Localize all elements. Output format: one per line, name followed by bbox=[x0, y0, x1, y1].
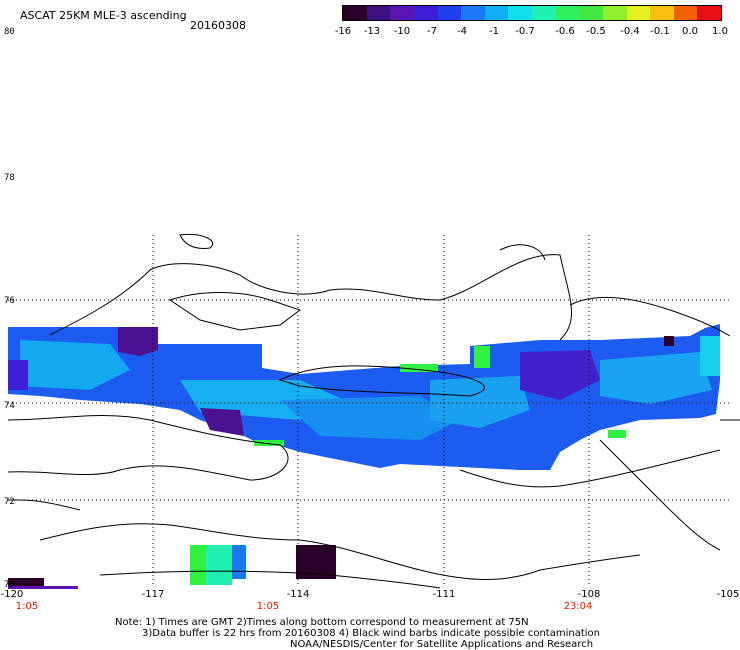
coastlines bbox=[7, 233, 740, 589]
colorbar-segment bbox=[626, 6, 651, 20]
colorbar-segment bbox=[343, 6, 367, 20]
note-line-2: 3)Data buffer is 22 hrs from 20160308 4)… bbox=[142, 628, 600, 639]
colorbar-tick-label: -0.7 bbox=[515, 26, 535, 37]
colorbar-segment bbox=[390, 6, 414, 20]
colorbar-segment bbox=[461, 6, 485, 20]
colorbar-tick-label: 0.0 bbox=[682, 26, 698, 37]
latitude-label: 70 bbox=[4, 580, 15, 590]
lat-lon-grid bbox=[8, 235, 732, 586]
colorbar-segment bbox=[413, 6, 438, 20]
colorbar-segment bbox=[532, 6, 556, 20]
longitude-label: -120 bbox=[0, 589, 24, 600]
colorbar-tick-label: -7 bbox=[427, 26, 437, 37]
colorbar-tick-label: -1 bbox=[489, 26, 499, 37]
longitude-label: -105 bbox=[716, 589, 740, 600]
colorbar-segment bbox=[484, 6, 509, 20]
longitude-label: -111 bbox=[432, 589, 456, 600]
longitude-label: -108 bbox=[577, 589, 601, 600]
colorbar-tick-label: -13 bbox=[363, 26, 381, 37]
colorbar-segment bbox=[437, 6, 462, 20]
colorbar-segment bbox=[366, 6, 391, 20]
note-line-3: NOAA/NESDIS/Center for Satellite Applica… bbox=[290, 639, 594, 650]
data-blocks-south bbox=[8, 545, 336, 589]
colorbar-tick-label: 1.0 bbox=[712, 26, 728, 37]
colorbar-tick-label: -0.5 bbox=[586, 26, 606, 37]
colorbar bbox=[342, 5, 722, 21]
colorbar-segment bbox=[673, 6, 698, 20]
latitude-label: 80 bbox=[4, 27, 15, 37]
longitude-label: -117 bbox=[141, 589, 165, 600]
colorbar-segment bbox=[579, 6, 603, 20]
colorbar-segment bbox=[602, 6, 627, 20]
colorbar-segment bbox=[555, 6, 580, 20]
longitude-label: -114 bbox=[286, 589, 310, 600]
colorbar-tick-label: -0.6 bbox=[555, 26, 575, 37]
latitude-label: 78 bbox=[4, 173, 15, 183]
time-label: 23:04 bbox=[563, 601, 593, 612]
colorbar-segment bbox=[697, 6, 721, 20]
latitude-label: 74 bbox=[4, 401, 15, 411]
latitude-label: 72 bbox=[4, 497, 15, 507]
colorbar-tick-label: -16 bbox=[334, 26, 352, 37]
colorbar-tick-label: -0.1 bbox=[650, 26, 670, 37]
product-date: 20160308 bbox=[190, 19, 246, 32]
colorbar-segment bbox=[650, 6, 674, 20]
time-label: 1:05 bbox=[256, 601, 280, 612]
colorbar-tick-label: -0.4 bbox=[620, 26, 640, 37]
note-line-1: Note: 1) Times are GMT 2)Times along bot… bbox=[115, 617, 529, 628]
colorbar-tick-label: -4 bbox=[457, 26, 467, 37]
product-title: ASCAT 25KM MLE-3 ascending bbox=[20, 9, 187, 22]
data-swath bbox=[8, 324, 720, 470]
time-label: 1:05 bbox=[15, 601, 39, 612]
colorbar-tick-label: -10 bbox=[393, 26, 411, 37]
latitude-label: 76 bbox=[4, 296, 15, 306]
colorbar-segment bbox=[508, 6, 532, 20]
